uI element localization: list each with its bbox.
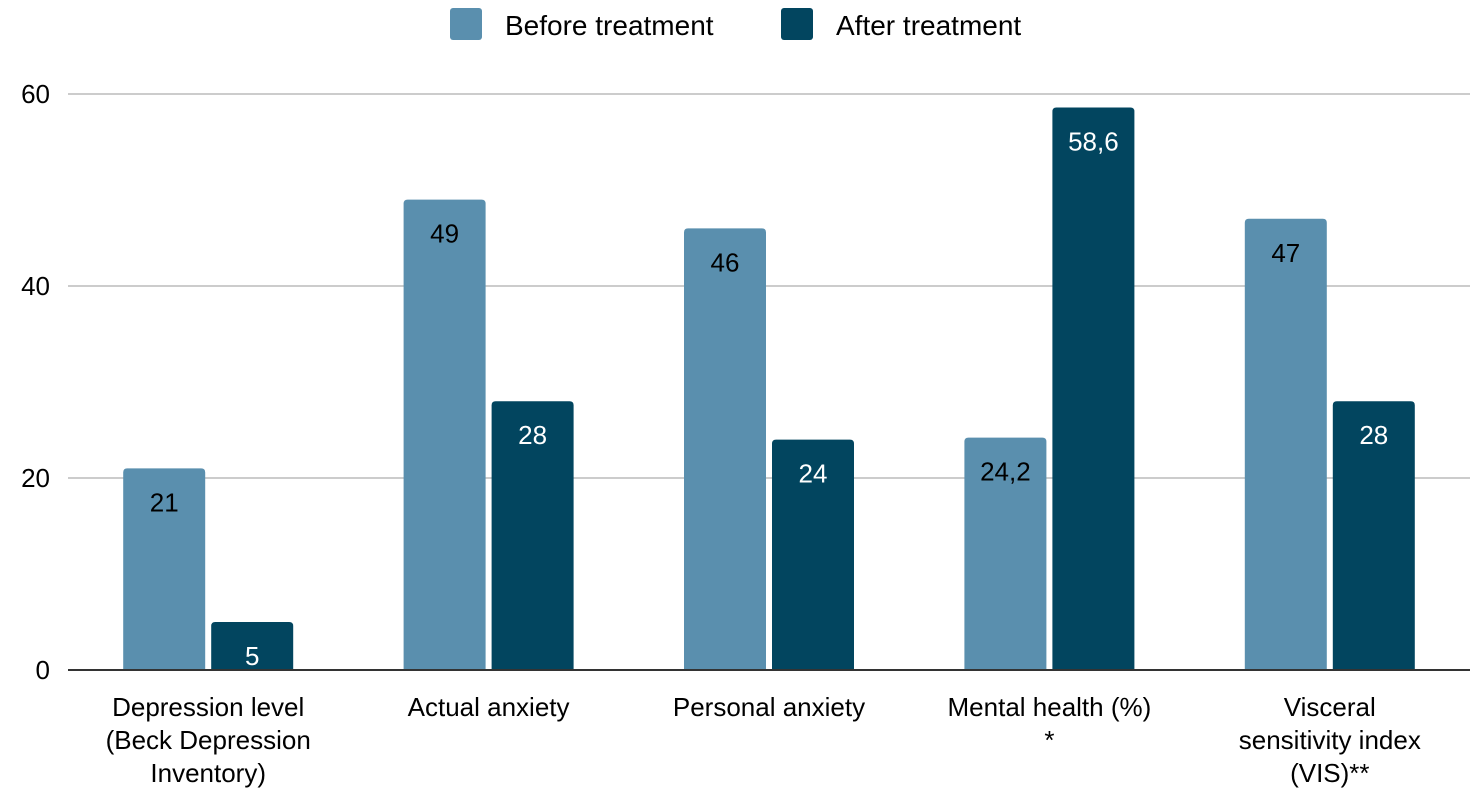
legend-label-after: After treatment: [836, 10, 1021, 41]
bar-value-label: 28: [1359, 420, 1388, 450]
y-tick-label: 0: [36, 655, 50, 685]
x-category-label: Personal anxiety: [673, 692, 865, 722]
bar-before-treatment: [964, 437, 1047, 670]
legend-label-before: Before treatment: [505, 10, 714, 41]
bar-value-label: 28: [518, 420, 547, 450]
bar-after-treatment: [1332, 401, 1415, 670]
legend-swatch-after: [781, 8, 813, 40]
x-category-label: Visceral sensitivity index (VIS)**: [1239, 692, 1421, 788]
bar-before-treatment: [1244, 218, 1327, 671]
bar-value-label: 5: [245, 641, 259, 671]
y-tick-label: 20: [21, 463, 50, 493]
y-tick-label: 40: [21, 271, 50, 301]
bar-after-treatment: [1052, 107, 1135, 670]
bar-value-label: 47: [1271, 238, 1300, 268]
x-category-label: Actual anxiety: [408, 692, 570, 722]
bar-after-treatment: [491, 401, 574, 670]
bar-value-label: 24,2: [980, 457, 1031, 487]
bar-value-label: 46: [711, 247, 740, 277]
x-category-label: Mental health (%) *: [948, 692, 1152, 755]
bar-value-label: 24: [799, 459, 828, 489]
bar-value-label: 49: [430, 219, 459, 249]
y-axis: 0 20 40 60: [21, 79, 50, 685]
bar-value-label: 21: [150, 487, 179, 517]
x-axis: Depression level (Beck Depression Inventor…: [68, 669, 1470, 788]
bar-after-treatment: [772, 439, 854, 670]
bars: 21 49 46 24,2 47 5 28 24 58,6 28: [123, 107, 1415, 671]
bar-before-treatment: [684, 228, 766, 670]
bar-value-label: 58,6: [1068, 126, 1119, 156]
x-category-label: Depression level (Beck Depression Inventor…: [106, 692, 311, 788]
y-tick-label: 60: [21, 79, 50, 109]
legend: Before treatment After treatment: [450, 8, 1021, 41]
legend-swatch-before: [450, 8, 482, 40]
bar-before-treatment: [403, 199, 486, 670]
bar-after-treatment: [211, 622, 294, 670]
bar-before-treatment: [123, 468, 206, 670]
gridlines: [68, 93, 1470, 479]
